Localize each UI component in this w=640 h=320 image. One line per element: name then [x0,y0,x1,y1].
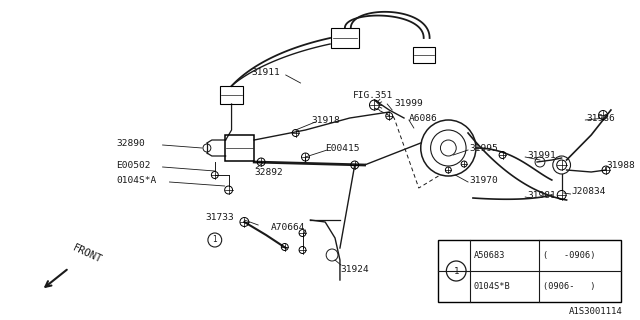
Text: 31991: 31991 [527,150,556,159]
Text: 31986: 31986 [586,114,615,123]
Text: 1: 1 [212,236,217,244]
Bar [413,47,435,63]
Bar [331,28,358,48]
Text: A1S3001114: A1S3001114 [569,308,623,316]
Text: A50683: A50683 [474,251,506,260]
Bar [438,240,621,302]
Bar [225,135,254,161]
Text: (0906-   ): (0906- ) [543,282,595,291]
Text: FRONT: FRONT [71,243,104,265]
Text: E00415: E00415 [325,143,360,153]
Text: (   -0906): ( -0906) [543,251,595,260]
Text: 32892: 32892 [254,167,283,177]
Text: 31911: 31911 [252,68,280,76]
Text: 31924: 31924 [340,266,369,275]
Bar [220,86,243,104]
Text: 1: 1 [454,267,459,276]
Text: 31970: 31970 [469,175,498,185]
Text: E00502: E00502 [116,161,151,170]
Text: 31981: 31981 [527,190,556,199]
Text: 0104S*B: 0104S*B [474,282,511,291]
Text: 31995: 31995 [469,143,498,153]
Text: 31999: 31999 [394,99,423,108]
Text: 31918: 31918 [312,116,340,124]
Text: A6086: A6086 [409,114,438,123]
Text: J20834: J20834 [572,188,606,196]
Text: A70664: A70664 [271,223,305,233]
Text: 0104S*A: 0104S*A [116,175,157,185]
Text: 32890: 32890 [116,139,145,148]
Text: 31733: 31733 [205,213,234,222]
Text: FIG.351: FIG.351 [353,91,393,100]
Text: 31988: 31988 [606,161,635,170]
